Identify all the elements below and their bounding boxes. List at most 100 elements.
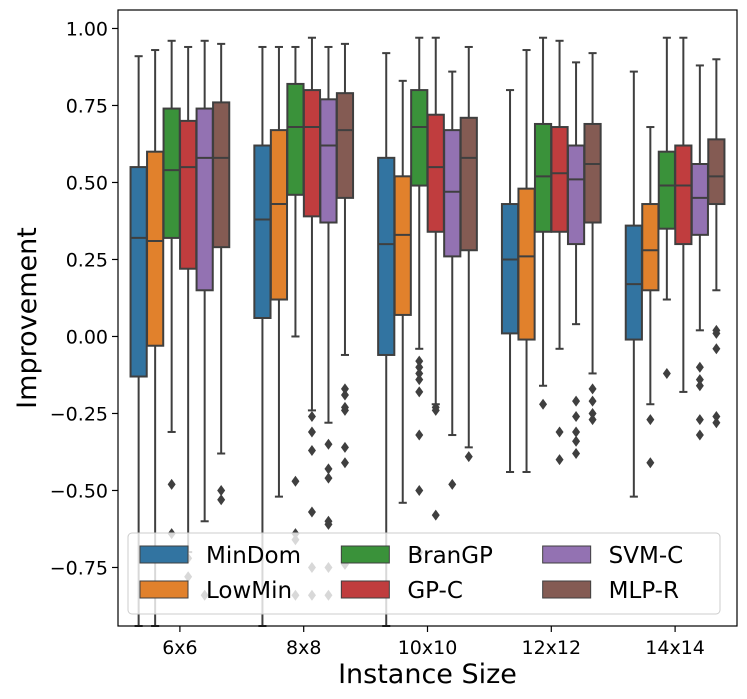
box-iqr xyxy=(377,156,396,356)
x-tick-label: 8x8 xyxy=(286,637,321,659)
box-BranGP-8x8 xyxy=(286,45,305,601)
outlier-point xyxy=(415,386,424,398)
box-iqr xyxy=(179,119,198,270)
outlier-point xyxy=(291,475,300,487)
legend-label: SVM-C xyxy=(609,543,684,569)
legend-swatch xyxy=(139,545,189,564)
legend: MinDom LowMin BranGP GP-C SVM-C MLP-R xyxy=(127,532,721,615)
box-LowMin-8x8 xyxy=(269,45,289,498)
outlier-point xyxy=(588,414,597,426)
box-SVM-C-10x10 xyxy=(443,70,462,490)
outlier-point xyxy=(662,367,671,379)
outlier-point xyxy=(340,441,349,453)
y-tick-label: 0.75 xyxy=(66,95,108,117)
y-tick-label: −0.50 xyxy=(50,480,108,502)
legend-swatch xyxy=(542,580,592,599)
box-iqr xyxy=(690,163,709,236)
legend-swatch xyxy=(139,580,189,599)
box-iqr xyxy=(393,175,412,316)
outlier-point xyxy=(588,383,597,395)
box-MLP-R-14x14 xyxy=(707,58,726,429)
legend-label: MinDom xyxy=(206,543,301,569)
outlier-point xyxy=(555,454,564,466)
box-iqr xyxy=(162,107,181,239)
x-tick-label: 10x10 xyxy=(398,637,458,659)
outlier-point xyxy=(572,435,581,447)
box-iqr xyxy=(624,224,643,341)
outlier-point xyxy=(217,494,226,506)
box-iqr xyxy=(253,144,272,319)
box-GP-C-8x8 xyxy=(302,36,322,601)
outlier-point xyxy=(431,509,440,521)
box-MinDom-10x10 xyxy=(377,52,396,627)
outlier-point xyxy=(588,407,597,419)
box-iqr xyxy=(500,203,520,335)
legend-label: GP-C xyxy=(407,578,463,604)
box-BranGP-10x10 xyxy=(410,36,429,558)
box-iqr xyxy=(641,203,660,292)
box-iqr xyxy=(410,89,429,187)
outlier-point xyxy=(555,426,564,438)
box-iqr xyxy=(459,116,478,252)
box-iqr xyxy=(533,122,553,233)
outlier-point xyxy=(307,506,316,518)
outlier-point xyxy=(572,411,581,423)
box-iqr xyxy=(517,187,536,341)
legend-swatch xyxy=(340,545,390,564)
box-GP-C-6x6 xyxy=(179,45,198,583)
x-tick-label: 14x14 xyxy=(645,637,705,659)
x-tick-label: 6x6 xyxy=(162,637,197,659)
box-iqr xyxy=(674,144,693,246)
box-iqr xyxy=(426,113,445,233)
box-BranGP-12x12 xyxy=(533,36,553,410)
outlier-point xyxy=(646,457,655,469)
outlier-point xyxy=(415,429,424,441)
outlier-point xyxy=(431,404,440,416)
outlier-point xyxy=(307,426,316,438)
outlier-point xyxy=(588,395,597,407)
outlier-point xyxy=(646,414,655,426)
box-MinDom-12x12 xyxy=(500,89,520,473)
legend-swatch xyxy=(340,580,390,599)
box-iqr xyxy=(286,82,305,196)
outlier-point xyxy=(340,383,349,395)
box-iqr xyxy=(319,98,338,224)
box-LowMin-6x6 xyxy=(146,49,165,627)
box-iqr xyxy=(335,92,355,199)
legend-item-BranGP: BranGP xyxy=(340,543,493,569)
box-iqr xyxy=(583,122,602,224)
outlier-point xyxy=(340,404,349,416)
outlier-point xyxy=(712,417,721,429)
x-axis-title: Instance Size xyxy=(338,659,517,690)
outlier-point xyxy=(217,484,226,496)
box-SVM-C-6x6 xyxy=(195,39,214,601)
outlier-point xyxy=(415,484,424,496)
outlier-point xyxy=(307,444,316,456)
outlier-point xyxy=(464,451,473,463)
box-BranGP-6x6 xyxy=(162,39,181,564)
outlier-point xyxy=(415,361,424,373)
outlier-point xyxy=(340,389,349,401)
outlier-point xyxy=(415,355,424,367)
outlier-point xyxy=(572,395,581,407)
box-iqr xyxy=(129,166,148,378)
box-GP-C-14x14 xyxy=(674,36,693,393)
outlier-point xyxy=(415,367,424,379)
outlier-point xyxy=(572,448,581,460)
box-SVM-C-8x8 xyxy=(319,45,338,601)
outlier-point xyxy=(712,343,721,355)
y-tick-label: 0.50 xyxy=(66,172,108,194)
legend-label: MLP-R xyxy=(609,578,679,604)
outlier-point xyxy=(340,457,349,469)
legend-item-GP-C: GP-C xyxy=(340,578,463,604)
box-LowMin-12x12 xyxy=(517,49,536,473)
box-BranGP-14x14 xyxy=(657,36,676,379)
outlier-point xyxy=(712,324,721,336)
y-tick-label: −0.75 xyxy=(50,557,108,579)
outlier-point xyxy=(324,472,333,484)
outlier-point xyxy=(695,429,704,441)
y-tick-label: 0.25 xyxy=(66,249,108,271)
y-tick-label: 0.00 xyxy=(66,326,108,348)
box-GP-C-12x12 xyxy=(550,39,569,466)
